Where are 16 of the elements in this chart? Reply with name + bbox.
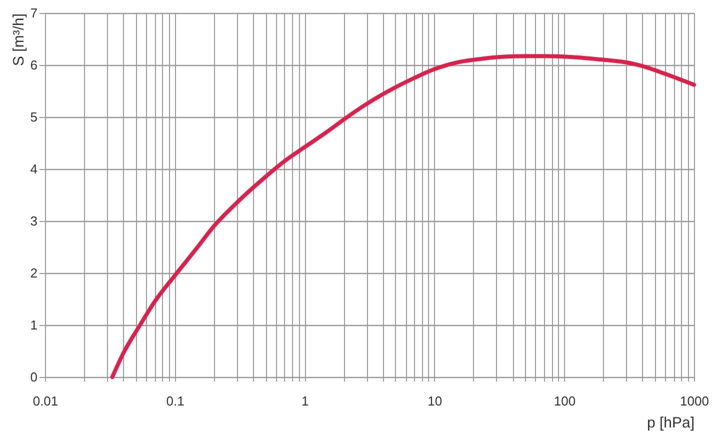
y-tick-label: 4	[30, 162, 38, 176]
y-tick-label: 6	[30, 58, 38, 72]
y-tick-label: 7	[30, 6, 38, 20]
x-axis-title: p [hPa]	[646, 414, 694, 432]
y-tick-label: 0	[30, 370, 38, 384]
x-tick-label: 10	[428, 394, 442, 408]
x-tick-label: 0.01	[32, 394, 58, 408]
y-tick-label: 1	[30, 318, 38, 332]
y-tick-label: 3	[30, 214, 38, 228]
x-tick-label: 1	[301, 394, 309, 408]
x-tick-label: 100	[554, 394, 576, 408]
y-tick-label: 5	[30, 110, 38, 124]
y-tick-label: 2	[30, 266, 38, 280]
x-tick-label: 0.1	[166, 394, 184, 408]
x-tick-label: 1000	[680, 394, 709, 408]
y-axis-title: S [m³/h]	[10, 14, 28, 66]
